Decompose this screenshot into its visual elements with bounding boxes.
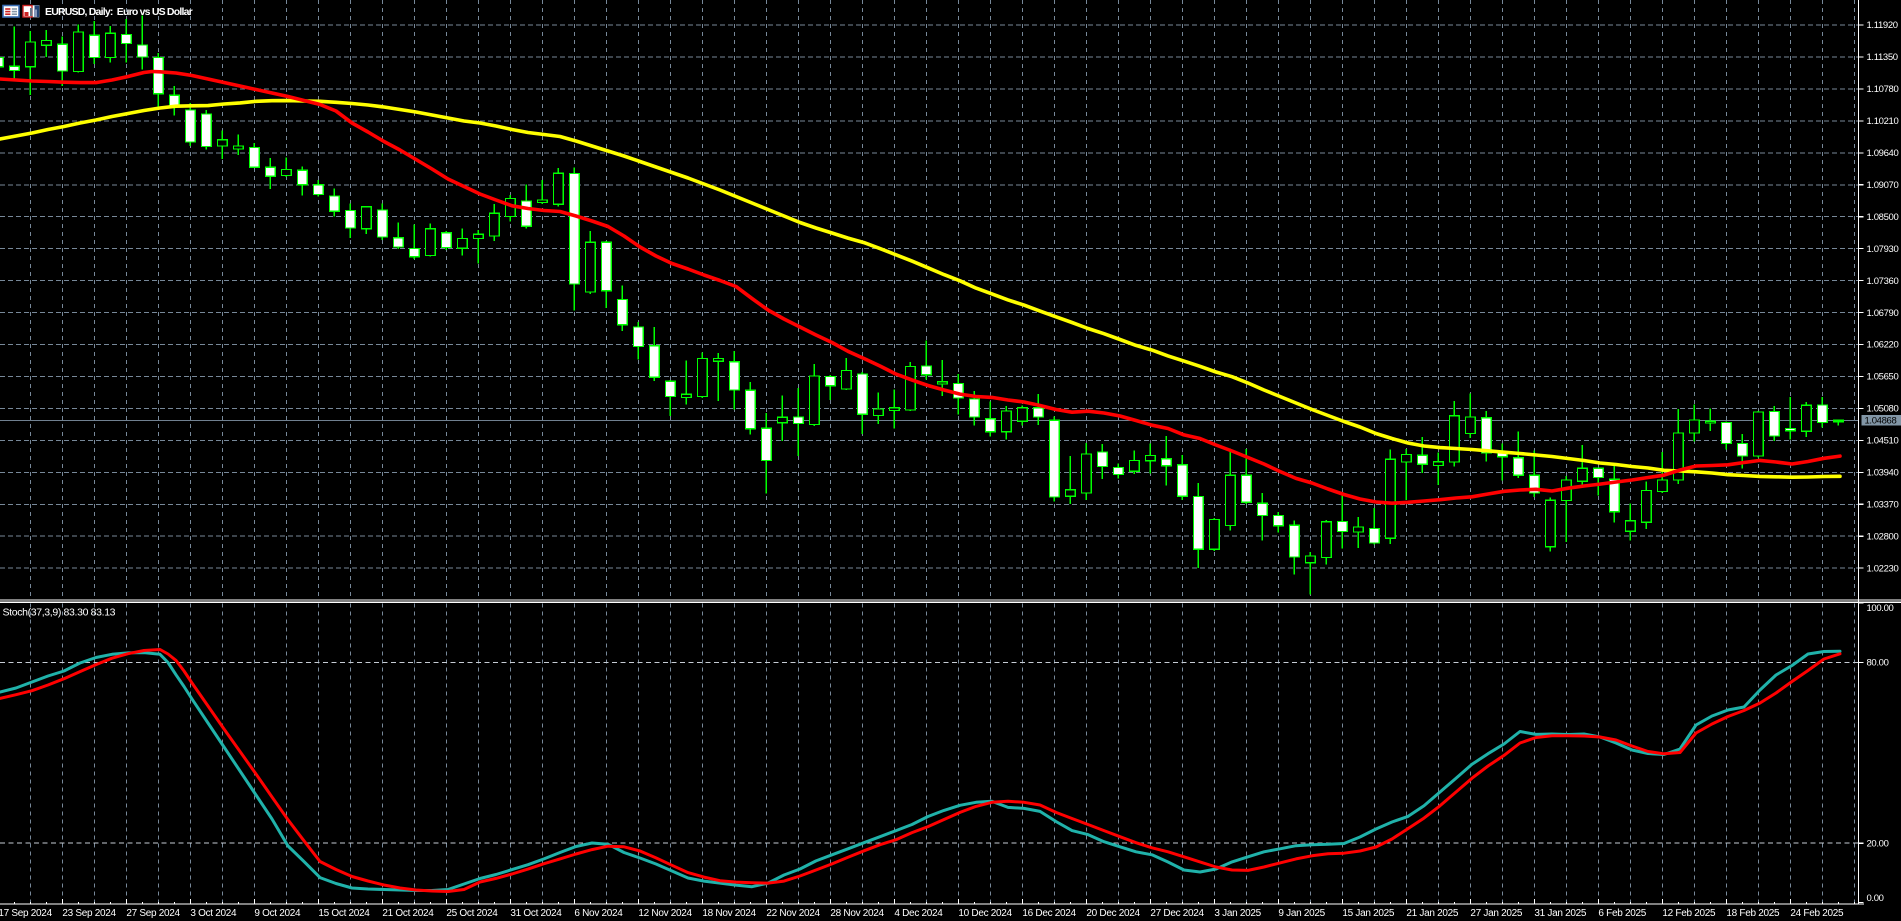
svg-text:1.09640: 1.09640 xyxy=(1867,148,1899,159)
svg-text:22 Nov 2024: 22 Nov 2024 xyxy=(766,908,820,919)
svg-text:1.11350: 1.11350 xyxy=(1867,52,1898,63)
svg-text:1.05080: 1.05080 xyxy=(1867,404,1899,415)
svg-text:16 Dec 2024: 16 Dec 2024 xyxy=(1022,908,1076,919)
svg-text:28 Nov 2024: 28 Nov 2024 xyxy=(830,908,884,919)
svg-text:9 Jan 2025: 9 Jan 2025 xyxy=(1278,908,1325,919)
svg-text:EURUSD, Daily: Euro vs US Dol: EURUSD, Daily: Euro vs US Dollar xyxy=(45,6,193,18)
svg-text:1.05650: 1.05650 xyxy=(1867,372,1899,383)
svg-text:15 Oct 2024: 15 Oct 2024 xyxy=(318,908,370,919)
svg-text:1.06790: 1.06790 xyxy=(1867,308,1899,319)
svg-text:18 Nov 2024: 18 Nov 2024 xyxy=(702,908,756,919)
svg-text:31 Oct 2024: 31 Oct 2024 xyxy=(510,908,562,919)
svg-text:12 Feb 2025: 12 Feb 2025 xyxy=(1662,908,1716,919)
svg-text:1.08500: 1.08500 xyxy=(1867,212,1899,223)
svg-text:4 Dec 2024: 4 Dec 2024 xyxy=(894,908,943,919)
svg-text:27 Dec 2024: 27 Dec 2024 xyxy=(1150,908,1204,919)
svg-text:12 Nov 2024: 12 Nov 2024 xyxy=(638,908,692,919)
svg-text:1.07360: 1.07360 xyxy=(1867,276,1899,287)
svg-text:23 Sep 2024: 23 Sep 2024 xyxy=(62,908,116,919)
svg-text:9 Oct 2024: 9 Oct 2024 xyxy=(254,908,301,919)
svg-text:80.00: 80.00 xyxy=(1867,658,1889,669)
svg-text:1.03370: 1.03370 xyxy=(1867,499,1899,510)
svg-text:1.04868: 1.04868 xyxy=(1865,416,1897,427)
svg-text:10 Dec 2024: 10 Dec 2024 xyxy=(958,908,1012,919)
svg-text:25 Oct 2024: 25 Oct 2024 xyxy=(446,908,498,919)
svg-text:Stoch(37,3,9) 83.30 83.13: Stoch(37,3,9) 83.30 83.13 xyxy=(3,607,116,619)
svg-text:1.07930: 1.07930 xyxy=(1867,244,1899,255)
svg-text:1.03940: 1.03940 xyxy=(1867,468,1899,479)
svg-text:27 Sep 2024: 27 Sep 2024 xyxy=(126,908,180,919)
svg-text:24 Feb 2025: 24 Feb 2025 xyxy=(1790,908,1844,919)
svg-text:1.06220: 1.06220 xyxy=(1867,340,1899,351)
svg-text:1.02230: 1.02230 xyxy=(1867,563,1899,574)
svg-text:18 Feb 2025: 18 Feb 2025 xyxy=(1726,908,1780,919)
svg-text:15 Jan 2025: 15 Jan 2025 xyxy=(1342,908,1394,919)
svg-text:17 Sep 2024: 17 Sep 2024 xyxy=(0,908,53,919)
svg-text:1.02800: 1.02800 xyxy=(1867,531,1899,542)
svg-text:100.00: 100.00 xyxy=(1867,603,1894,614)
svg-text:20 Dec 2024: 20 Dec 2024 xyxy=(1086,908,1140,919)
svg-text:0.00: 0.00 xyxy=(1867,893,1884,904)
svg-text:1.04510: 1.04510 xyxy=(1867,436,1899,447)
svg-text:31 Jan 2025: 31 Jan 2025 xyxy=(1534,908,1586,919)
svg-text:1.09070: 1.09070 xyxy=(1867,180,1899,191)
svg-text:3 Oct 2024: 3 Oct 2024 xyxy=(190,908,237,919)
svg-text:21 Oct 2024: 21 Oct 2024 xyxy=(382,908,434,919)
svg-text:21 Jan 2025: 21 Jan 2025 xyxy=(1406,908,1458,919)
svg-text:6 Feb 2025: 6 Feb 2025 xyxy=(1598,908,1646,919)
svg-text:20.00: 20.00 xyxy=(1867,838,1889,849)
svg-text:3 Jan 2025: 3 Jan 2025 xyxy=(1214,908,1261,919)
svg-text:1.10780: 1.10780 xyxy=(1867,84,1899,95)
svg-text:6 Nov 2024: 6 Nov 2024 xyxy=(574,908,623,919)
svg-text:27 Jan 2025: 27 Jan 2025 xyxy=(1470,908,1522,919)
svg-text:1.10210: 1.10210 xyxy=(1867,116,1899,127)
svg-text:1.11920: 1.11920 xyxy=(1867,20,1898,31)
